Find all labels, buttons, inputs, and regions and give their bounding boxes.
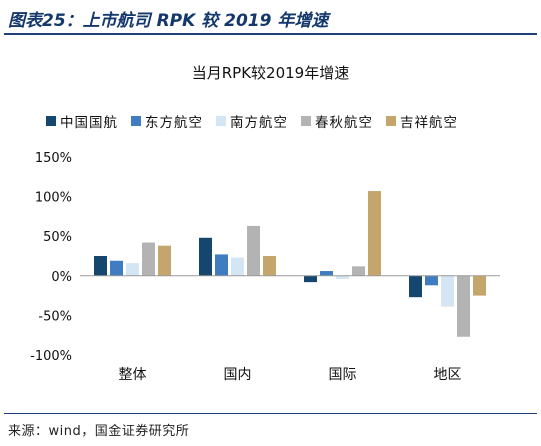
y-tick-label: -100% <box>30 349 72 364</box>
y-tick-label: 100% <box>35 191 72 206</box>
bar <box>320 271 333 276</box>
bar <box>199 237 212 276</box>
legend-swatch <box>131 116 141 126</box>
bar <box>263 256 276 276</box>
legend-item: 东方航空 <box>131 111 203 131</box>
bar <box>304 275 317 283</box>
legend-item: 中国国航 <box>46 111 118 131</box>
x-category-label: 国际 <box>329 367 357 383</box>
bar <box>441 275 454 307</box>
bar <box>336 275 349 279</box>
bar <box>94 256 107 276</box>
bar <box>231 257 244 276</box>
bar <box>215 254 228 276</box>
bar <box>457 275 470 337</box>
bar <box>158 245 171 276</box>
footer-divider <box>4 413 537 414</box>
legend-swatch <box>301 116 311 126</box>
x-category-label: 国内 <box>224 367 252 383</box>
bar <box>473 275 486 296</box>
header-divider <box>4 33 537 35</box>
legend-label: 中国国航 <box>60 115 118 131</box>
chart-title: 当月RPK较2019年增速 <box>191 64 350 82</box>
source-note: 来源：wind，国金证券研究所 <box>8 424 190 439</box>
legend-label: 东方航空 <box>145 115 203 131</box>
y-tick-label: 50% <box>43 230 72 245</box>
legend-label: 南方航空 <box>230 115 288 131</box>
bar <box>247 225 260 276</box>
legend-swatch <box>386 116 396 126</box>
figure-header: 图表25：上市航司 RPK 较 2019 年增速 <box>0 0 541 35</box>
legend-swatch <box>46 116 56 126</box>
x-category-label: 整体 <box>119 367 147 383</box>
bar <box>409 275 422 298</box>
y-tick-label: 150% <box>35 151 72 166</box>
legend-item: 南方航空 <box>216 111 288 131</box>
bar <box>352 266 365 276</box>
y-tick-label: 0% <box>51 270 72 285</box>
y-tick-label: -50% <box>38 309 72 324</box>
legend-item: 吉祥航空 <box>386 111 458 131</box>
legend-label: 吉祥航空 <box>400 115 458 131</box>
bar <box>368 191 381 276</box>
bar <box>142 242 155 276</box>
bar <box>110 260 123 276</box>
bar <box>425 275 438 286</box>
legend-item: 春秋航空 <box>301 111 373 131</box>
legend-swatch <box>216 116 226 126</box>
figure-title: 图表25：上市航司 RPK 较 2019 年增速 <box>8 11 329 31</box>
x-category-label: 地区 <box>434 367 462 383</box>
legend-label: 春秋航空 <box>315 115 373 131</box>
chart-legend: 中国国航 东方航空 南方航空 春秋航空 吉祥航空 <box>46 111 458 131</box>
bar <box>126 263 139 276</box>
